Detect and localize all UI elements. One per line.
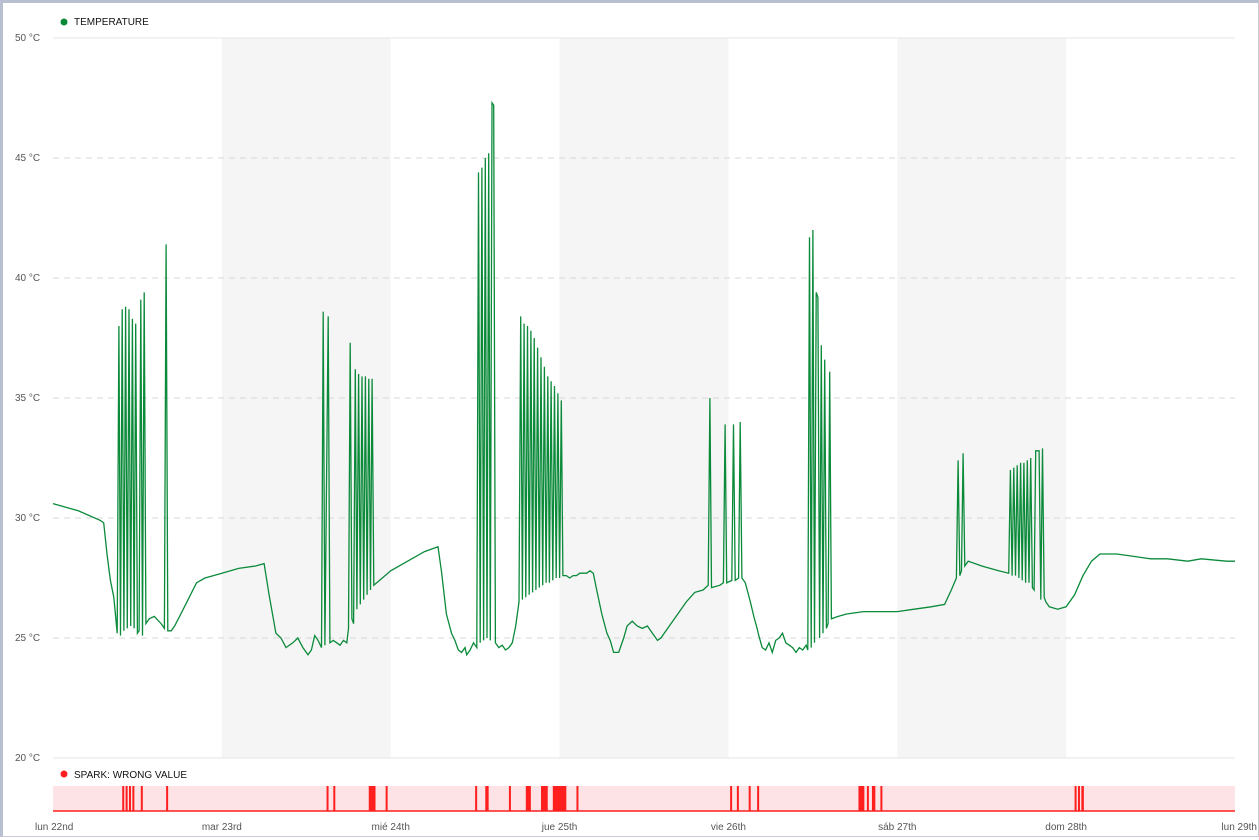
spark-event [871, 786, 876, 811]
y-tick-label: 30 °C [15, 513, 40, 524]
x-tick-label: dom 28th [1045, 822, 1087, 833]
day-shade-1 [559, 38, 729, 758]
spark-event [757, 786, 760, 811]
y-tick-label: 45 °C [15, 153, 40, 164]
y-tick-label: 40 °C [15, 273, 40, 284]
y-tick-label: 35 °C [15, 393, 40, 404]
legend-dot-temperature [60, 18, 68, 26]
grid-lines [53, 37, 1235, 759]
spark-event [385, 786, 388, 811]
x-tick-label: mar 23rd [202, 822, 242, 833]
x-tick-label: vie 26th [711, 822, 746, 833]
spark-event [1077, 786, 1080, 811]
x-tick-label: lun 22nd [35, 822, 73, 833]
spark-event [730, 786, 733, 811]
spark-event [576, 786, 579, 811]
x-tick-label: jue 25th [541, 822, 578, 833]
x-tick-label: sáb 27th [878, 822, 916, 833]
spark-event [333, 786, 336, 811]
spark-event [326, 786, 329, 811]
spark-event [132, 786, 135, 811]
spark-event [140, 786, 143, 811]
spark-event [485, 786, 489, 811]
spark-event [736, 786, 739, 811]
legend-temperature[interactable]: TEMPERATURE [74, 17, 149, 28]
spark-event [525, 786, 531, 811]
x-tick-label: mié 24th [372, 822, 410, 833]
x-tick-label: lun 29th [1221, 822, 1257, 833]
spark-band-background [53, 786, 1235, 811]
y-tick-label: 50 °C [15, 33, 40, 44]
spark-event [748, 786, 751, 811]
spark-event [122, 786, 125, 811]
spark-event [166, 786, 169, 811]
spark-event [880, 786, 883, 811]
spark-event [128, 786, 131, 811]
y-axis: 20 °C 25 °C 30 °C 35 °C 40 °C 45 °C 50 °C [15, 33, 40, 764]
spark-event [858, 786, 865, 811]
day-shading [221, 38, 1067, 758]
spark-event [508, 786, 511, 811]
spark-event [540, 786, 548, 811]
spark-band [53, 786, 1235, 812]
legend-spark[interactable]: SPARK: WRONG VALUE [74, 770, 187, 781]
x-axis: lun 22nd mar 23rd mié 24th jue 25th vie 26th… [35, 822, 1257, 833]
y-tick-label: 20 °C [15, 753, 40, 764]
y-tick-label: 25 °C [15, 633, 40, 644]
spark-event [866, 786, 869, 811]
spark-event [475, 786, 478, 811]
series-line-temperature [52, 100, 1235, 657]
legend-dot-spark [60, 770, 68, 778]
spark-event [1081, 786, 1084, 811]
temperature-chart: 20 °C 25 °C 30 °C 35 °C 40 °C 45 °C 50 °C TEMP… [15, 17, 1257, 833]
spark-event [368, 786, 376, 811]
spark-event [125, 786, 128, 811]
spark-event [552, 786, 567, 811]
spark-event [1074, 786, 1077, 811]
